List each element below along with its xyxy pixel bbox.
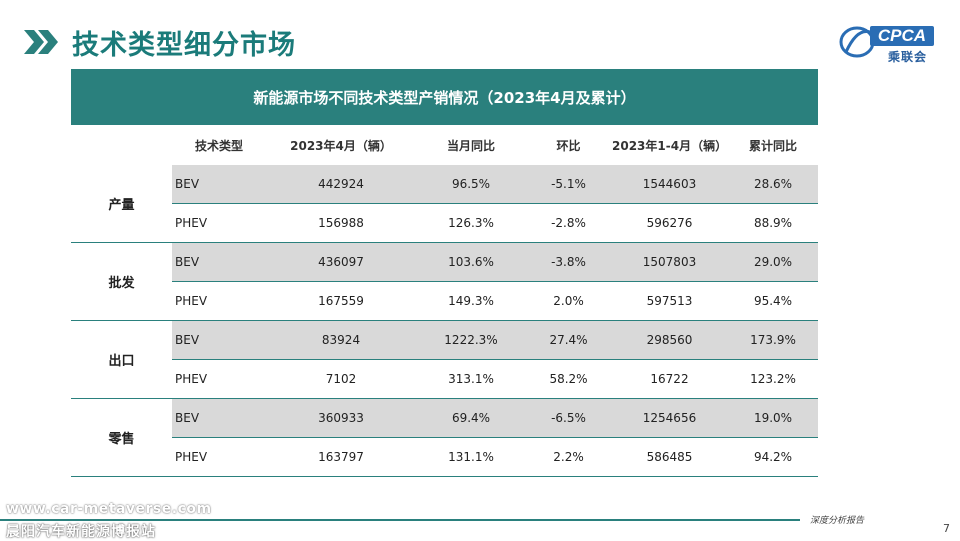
- mom-cell: -3.8%: [526, 242, 611, 282]
- ytd-yoy-cell: 123.2%: [728, 359, 818, 399]
- ytd-yoy-cell: 28.6%: [728, 165, 818, 204]
- type-cell: BEV: [172, 242, 266, 282]
- type-cell: BEV: [172, 320, 266, 360]
- month-cell: 360933: [266, 398, 416, 438]
- mom-cell: -6.5%: [526, 398, 611, 438]
- cpca-logo: CPCA 乘联会: [838, 18, 938, 64]
- ytd-yoy-cell: 29.0%: [728, 242, 818, 282]
- group-label: 零售: [71, 398, 172, 477]
- month-cell: 167559: [266, 281, 416, 321]
- type-cell: PHEV: [172, 281, 266, 321]
- page-title: 技术类型细分市场: [72, 29, 296, 61]
- mom-cell: -2.8%: [526, 203, 611, 243]
- type-cell: BEV: [172, 165, 266, 204]
- column-header: 2023年4月（辆）: [290, 138, 392, 153]
- mom-cell: 2.0%: [526, 281, 611, 321]
- ytd-yoy-cell: 94.2%: [728, 437, 818, 477]
- column-header: [71, 125, 172, 165]
- month-cell: 163797: [266, 437, 416, 477]
- table-row: PHEV 167559 149.3% 2.0% 597513 95.4%: [71, 281, 818, 321]
- type-cell: PHEV: [172, 437, 266, 477]
- site-url-watermark: www.car-metaverse.com: [6, 501, 212, 517]
- group-label: 批发: [71, 242, 172, 321]
- ytd-cell: 1544603: [611, 165, 728, 204]
- table-row: 出口 BEV 83924 1222.3% 27.4% 298560 173.9%: [71, 320, 818, 399]
- yoy-cell: 131.1%: [416, 437, 526, 477]
- logo-wordmark: CPCA: [870, 26, 934, 46]
- yoy-cell: 103.6%: [416, 242, 526, 282]
- type-cell: PHEV: [172, 203, 266, 243]
- ytd-cell: 1254656: [611, 398, 728, 438]
- month-cell: 442924: [266, 165, 416, 204]
- month-cell: 156988: [266, 203, 416, 243]
- column-header: 技术类型: [194, 138, 243, 153]
- report-tag: 深度分析报告: [810, 516, 865, 526]
- yoy-cell: 149.3%: [416, 281, 526, 321]
- month-cell: 436097: [266, 242, 416, 282]
- table-row: 产量 BEV 442924 96.5% -5.1% 1544603 28.6%: [71, 165, 818, 243]
- table-row: PHEV 156988 126.3% -2.8% 596276 88.9%: [71, 203, 818, 243]
- month-cell: 83924: [266, 320, 416, 360]
- market-table: 技术类型 2023年4月（辆） 当月同比 环比 2023年1-4月（辆） 累计同…: [71, 125, 818, 477]
- column-header: 当月同比: [446, 138, 495, 153]
- table-row: PHEV 7102 313.1% 58.2% 16722 123.2%: [71, 359, 818, 399]
- ytd-cell: 586485: [611, 437, 728, 477]
- table-header-row: 技术类型 2023年4月（辆） 当月同比 环比 2023年1-4月（辆） 累计同…: [71, 125, 818, 165]
- yoy-cell: 96.5%: [416, 165, 526, 204]
- ytd-cell: 1507803: [611, 242, 728, 282]
- group-label: 产量: [71, 165, 172, 243]
- type-cell: BEV: [172, 398, 266, 438]
- ytd-cell: 596276: [611, 203, 728, 243]
- ytd-cell: 298560: [611, 320, 728, 360]
- ytd-yoy-cell: 19.0%: [728, 398, 818, 438]
- type-cell: PHEV: [172, 359, 266, 399]
- yoy-cell: 1222.3%: [416, 320, 526, 360]
- column-header: 2023年1-4月（辆）: [612, 138, 728, 153]
- data-table: 新能源市场不同技术类型产销情况（2023年4月及累计） 技术类型 2023年4月…: [71, 69, 818, 477]
- table-row: 批发 BEV 436097 103.6% -3.8% 1507803 29.0%: [71, 242, 818, 321]
- mom-cell: 27.4%: [526, 320, 611, 360]
- ytd-yoy-cell: 95.4%: [728, 281, 818, 321]
- table-row: 零售 BEV 360933 69.4% -6.5% 1254656 19.0%: [71, 398, 818, 477]
- mom-cell: 58.2%: [526, 359, 611, 399]
- column-header: 环比: [556, 138, 581, 153]
- yoy-cell: 126.3%: [416, 203, 526, 243]
- footer-divider: [0, 519, 800, 521]
- footer-strip: [0, 519, 960, 540]
- table-title: 新能源市场不同技术类型产销情况（2023年4月及累计）: [71, 69, 818, 125]
- yoy-cell: 313.1%: [416, 359, 526, 399]
- ytd-cell: 16722: [611, 359, 728, 399]
- ytd-yoy-cell: 173.9%: [728, 320, 818, 360]
- logo-cn-text: 乘联会: [888, 50, 928, 64]
- site-name-watermark: 晨阳汽车新能源博报站: [6, 524, 156, 540]
- group-label: 出口: [71, 320, 172, 399]
- month-cell: 7102: [266, 359, 416, 399]
- slide-header: 技术类型细分市场: [22, 22, 296, 62]
- column-header: 累计同比: [748, 138, 797, 153]
- table-row: PHEV 163797 131.1% 2.2% 586485 94.2%: [71, 437, 818, 477]
- ytd-cell: 597513: [611, 281, 728, 321]
- ytd-yoy-cell: 88.9%: [728, 203, 818, 243]
- yoy-cell: 69.4%: [416, 398, 526, 438]
- double-chevron-right-icon: [22, 28, 62, 56]
- page-number: 7: [943, 522, 950, 535]
- mom-cell: -5.1%: [526, 165, 611, 204]
- mom-cell: 2.2%: [526, 437, 611, 477]
